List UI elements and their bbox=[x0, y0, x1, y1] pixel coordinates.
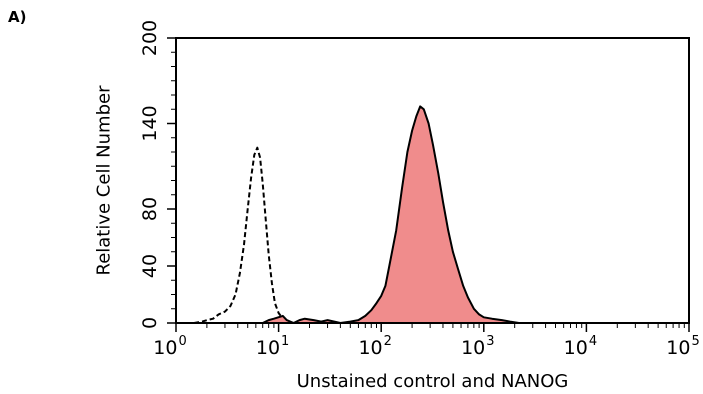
series-1-curve bbox=[193, 146, 294, 324]
panel-label: A) bbox=[8, 8, 27, 26]
x-tick-label: 103 bbox=[461, 334, 494, 359]
y-axis-title: Relative Cell Number bbox=[94, 85, 115, 276]
y-tick-label: 40 bbox=[139, 254, 161, 278]
x-tick-label: 102 bbox=[358, 334, 391, 359]
y-tick-label: 0 bbox=[139, 317, 161, 329]
series-2-curve bbox=[261, 105, 520, 324]
tick-layer: 100 101 102 103 104 105 0 40 80 140 200 bbox=[139, 20, 700, 359]
x-tick-label: 104 bbox=[564, 334, 597, 359]
y-tick-label: 140 bbox=[139, 105, 161, 141]
x-axis-title: Unstained control and NANOG bbox=[297, 371, 569, 392]
x-tick-label: 101 bbox=[256, 334, 289, 359]
y-tick-label: 80 bbox=[139, 197, 161, 221]
y-tick-label: 200 bbox=[139, 20, 161, 56]
x-tick-label: 100 bbox=[153, 334, 186, 359]
series-layer bbox=[193, 105, 520, 324]
x-tick-label: 105 bbox=[666, 334, 699, 359]
